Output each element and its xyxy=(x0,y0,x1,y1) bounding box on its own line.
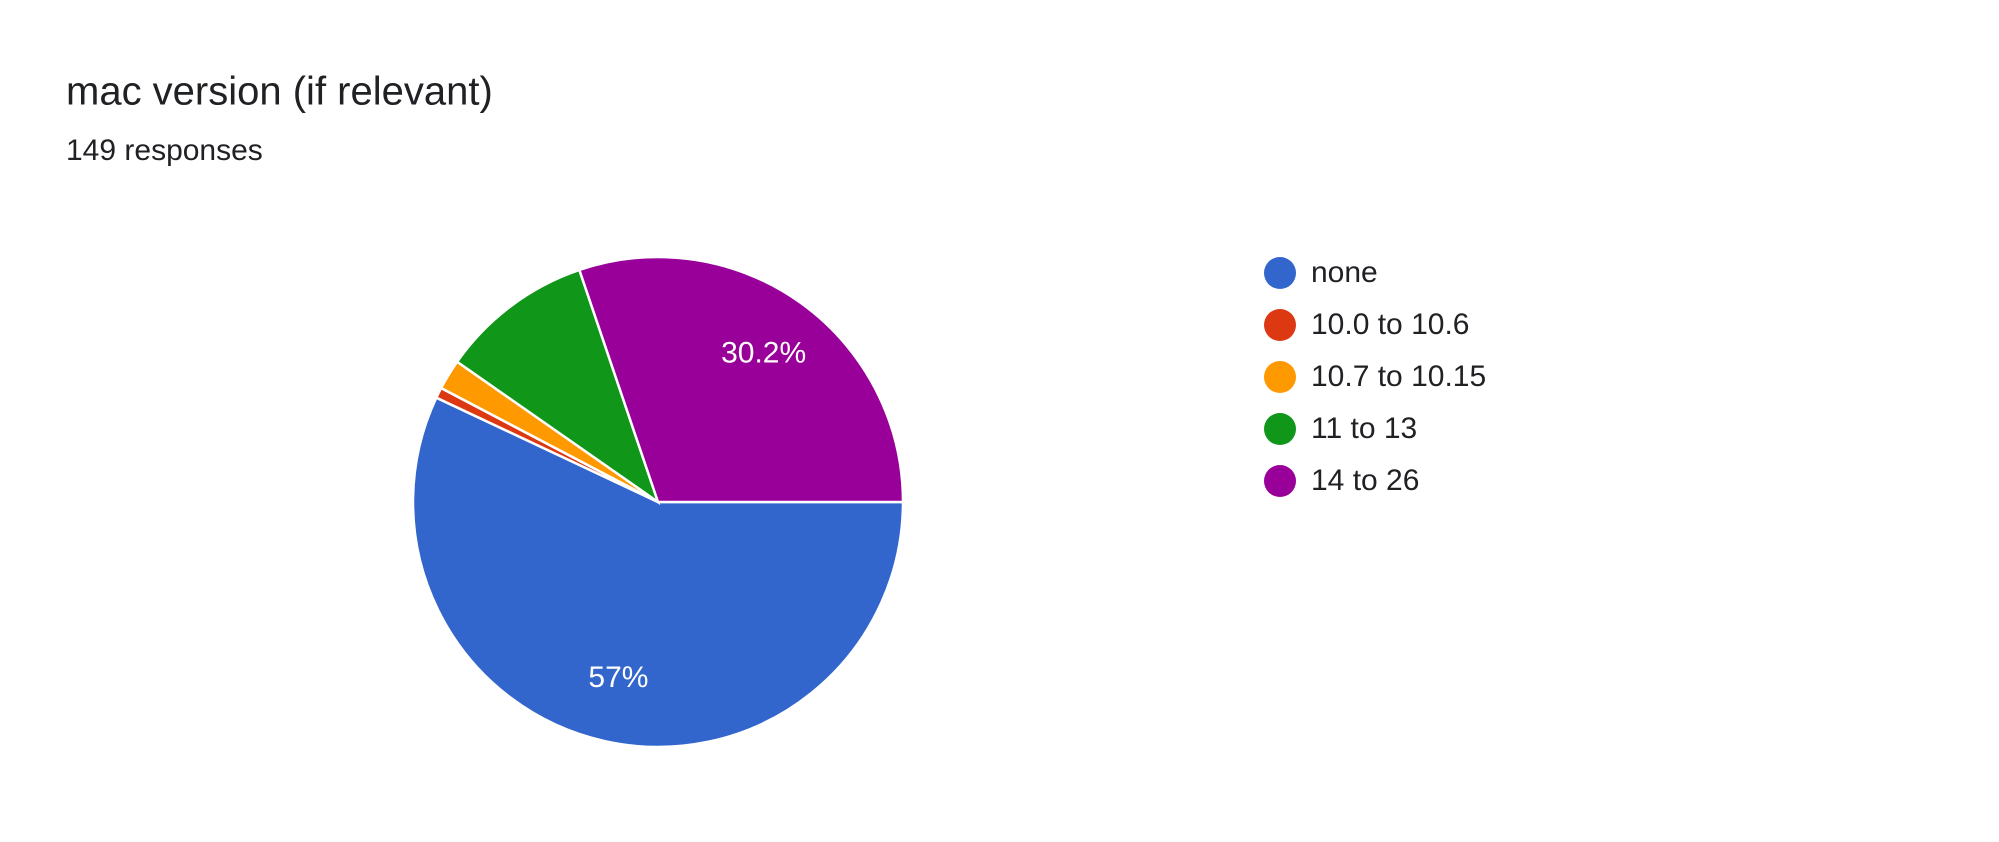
legend-marker xyxy=(1264,361,1296,393)
legend-label: none xyxy=(1311,256,1378,289)
legend-marker xyxy=(1264,257,1296,289)
pie-slice xyxy=(577,255,905,504)
legend-label: 14 to 26 xyxy=(1311,464,1419,497)
pie-slice xyxy=(411,396,905,749)
legend-label: 11 to 13 xyxy=(1311,412,1417,445)
legend-label: 10.7 to 10.15 xyxy=(1311,360,1486,393)
legend-marker xyxy=(1264,413,1296,445)
legend-marker xyxy=(1264,309,1296,341)
legend-marker xyxy=(1264,465,1296,497)
chart-title: mac version (if relevant) xyxy=(66,70,493,114)
data-label: 57% xyxy=(588,661,648,694)
legend-label: 10.0 to 10.6 xyxy=(1311,308,1469,341)
chart-subtitle: 149 responses xyxy=(66,134,263,167)
data-label: 30.2% xyxy=(721,337,806,370)
pie-slice xyxy=(455,268,661,506)
